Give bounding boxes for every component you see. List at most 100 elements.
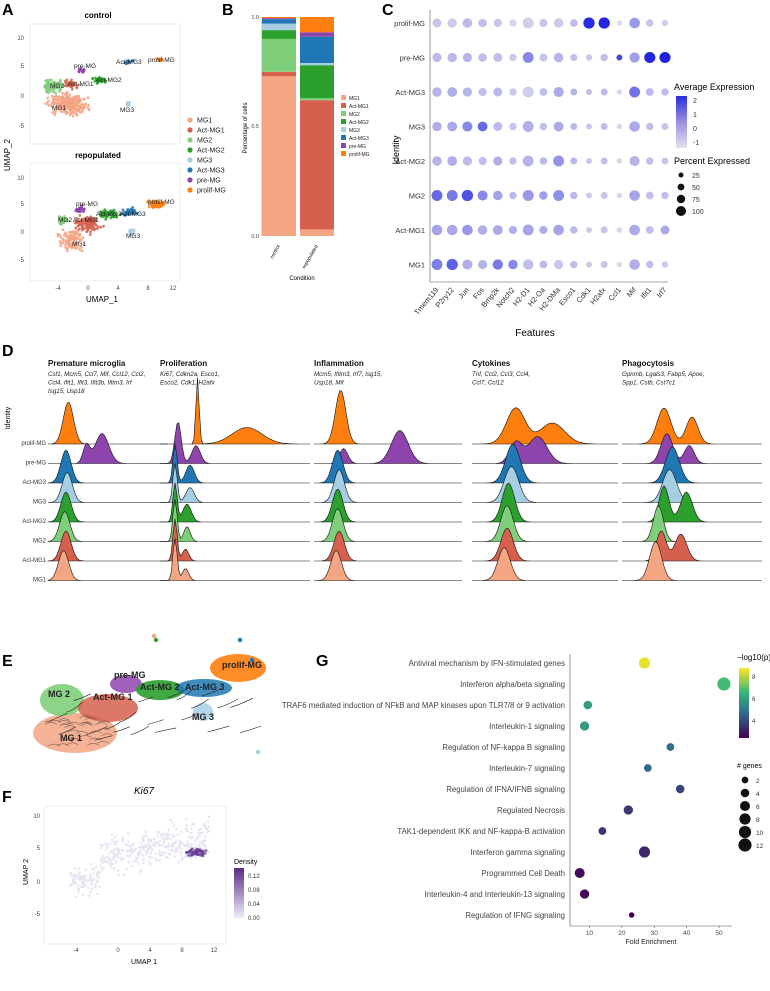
legend-label: Act-MG2 [197, 148, 225, 155]
cell-point [53, 113, 57, 117]
cell-point [58, 240, 62, 243]
cell-point [127, 60, 131, 63]
cell-point [151, 204, 155, 208]
cell-point [81, 223, 84, 227]
dot [462, 52, 473, 63]
velocity-stream [84, 717, 98, 720]
x-tick: 12 [211, 948, 218, 954]
cell-point [81, 893, 85, 897]
dot [616, 89, 623, 95]
cell-point [176, 833, 179, 836]
ridge-group-genes: Mcm5, Ifitm3, Irf7, Isg15, [314, 371, 382, 378]
cell-point [104, 210, 108, 213]
enrichment-dot [583, 700, 593, 710]
cell-point [197, 844, 201, 847]
dot [553, 86, 564, 98]
velocity-stream [60, 739, 74, 743]
velocity-stream [239, 725, 262, 733]
ridge-density [472, 505, 618, 542]
legend-tick: -1 [693, 140, 699, 147]
cluster-region [78, 694, 138, 722]
cell-point [50, 78, 53, 82]
outlier-cell [249, 657, 255, 663]
cell-point [64, 243, 67, 247]
percent-legend: 25 50 75 100 [676, 172, 704, 216]
cell-point [149, 850, 153, 854]
cell-point [199, 831, 202, 835]
ridge-plots: Premature microglia Csf1, Mcm5, Ccl7, Mif… [47, 359, 762, 581]
velocity-stream [75, 731, 88, 734]
cell-point [48, 87, 52, 91]
cell-point [105, 213, 108, 217]
cell-point [134, 856, 138, 860]
dot [646, 157, 654, 165]
ridge-group-genes: Tnf, Ccl2, Ccl3, Ccl4, [472, 371, 530, 378]
cell-point [175, 841, 178, 844]
cell-point [97, 875, 100, 879]
high-density-point [190, 848, 193, 851]
cell-point [148, 843, 151, 847]
cell-point [96, 80, 99, 84]
cluster-legend: MG1 Act-MG1 MG2 Act-MG2 MG3 Act-MG3 pre-MG prol… [187, 117, 226, 195]
cell-point [81, 71, 84, 74]
term-label: TAK1-dependent IKK and NF-kappa-B activa… [397, 827, 565, 836]
cell-point [63, 107, 66, 110]
term-label: Antiviral mechanism by IFN-stimulated ge… [409, 659, 566, 668]
cell-point [61, 238, 65, 241]
cell-point [62, 102, 66, 105]
cell-point [78, 873, 81, 877]
cell-point [198, 834, 202, 837]
cell-point [124, 843, 128, 846]
cell-point [94, 865, 98, 869]
cell-point [81, 109, 85, 113]
cell-point [130, 231, 134, 235]
ridge-group-genes: Ki67, Cdkn2a, Esco1, [160, 371, 220, 378]
cell-point [75, 112, 78, 116]
dot [493, 122, 503, 131]
cell-point [177, 860, 181, 864]
cell-point [120, 858, 123, 861]
cell-point [206, 830, 209, 834]
cell-point [73, 246, 77, 250]
cell-point [84, 102, 88, 106]
row-label: prolif-MG [394, 19, 425, 28]
legend-swatch [187, 167, 193, 173]
ridge-density [622, 530, 762, 562]
label-mg2: MG2 [50, 83, 64, 90]
dot [432, 121, 442, 132]
cell-point [164, 845, 167, 848]
x-axis-label: Fold Enrichment [626, 939, 677, 946]
label-act-mg1: Act-MG1 [68, 81, 94, 88]
cell-point [190, 822, 194, 826]
cell-point [161, 851, 165, 854]
dot [586, 227, 592, 233]
cell-point [82, 210, 85, 213]
x-axis-label: UMAP_1 [86, 295, 119, 304]
cell-point [146, 837, 150, 840]
dot [522, 189, 534, 202]
legend-swatch [187, 157, 193, 163]
cell-point [89, 876, 93, 879]
y-axis-label: UMAP_2 [3, 138, 12, 171]
umap-bottom-title: repopulated [75, 151, 121, 160]
cell-point [160, 835, 163, 838]
dot [508, 225, 518, 235]
ridge-density [47, 449, 168, 484]
y-tick: -5 [35, 912, 41, 918]
high-density-point [199, 854, 203, 857]
cell-point [149, 862, 152, 866]
cell-point [185, 823, 188, 827]
cell-point [75, 86, 79, 89]
cell-point [128, 854, 131, 857]
legend-label: Act-MG3 [197, 168, 225, 175]
cell-point [56, 86, 60, 90]
cell-point [68, 106, 71, 110]
cell-point [107, 852, 111, 855]
label-mg3: MG 3 [192, 712, 214, 722]
cell-point [51, 105, 55, 109]
cell-point [150, 856, 154, 859]
cell-point [82, 227, 86, 231]
x-axis-label: Features [515, 328, 554, 339]
dot [446, 258, 458, 271]
cell-point [171, 834, 175, 838]
